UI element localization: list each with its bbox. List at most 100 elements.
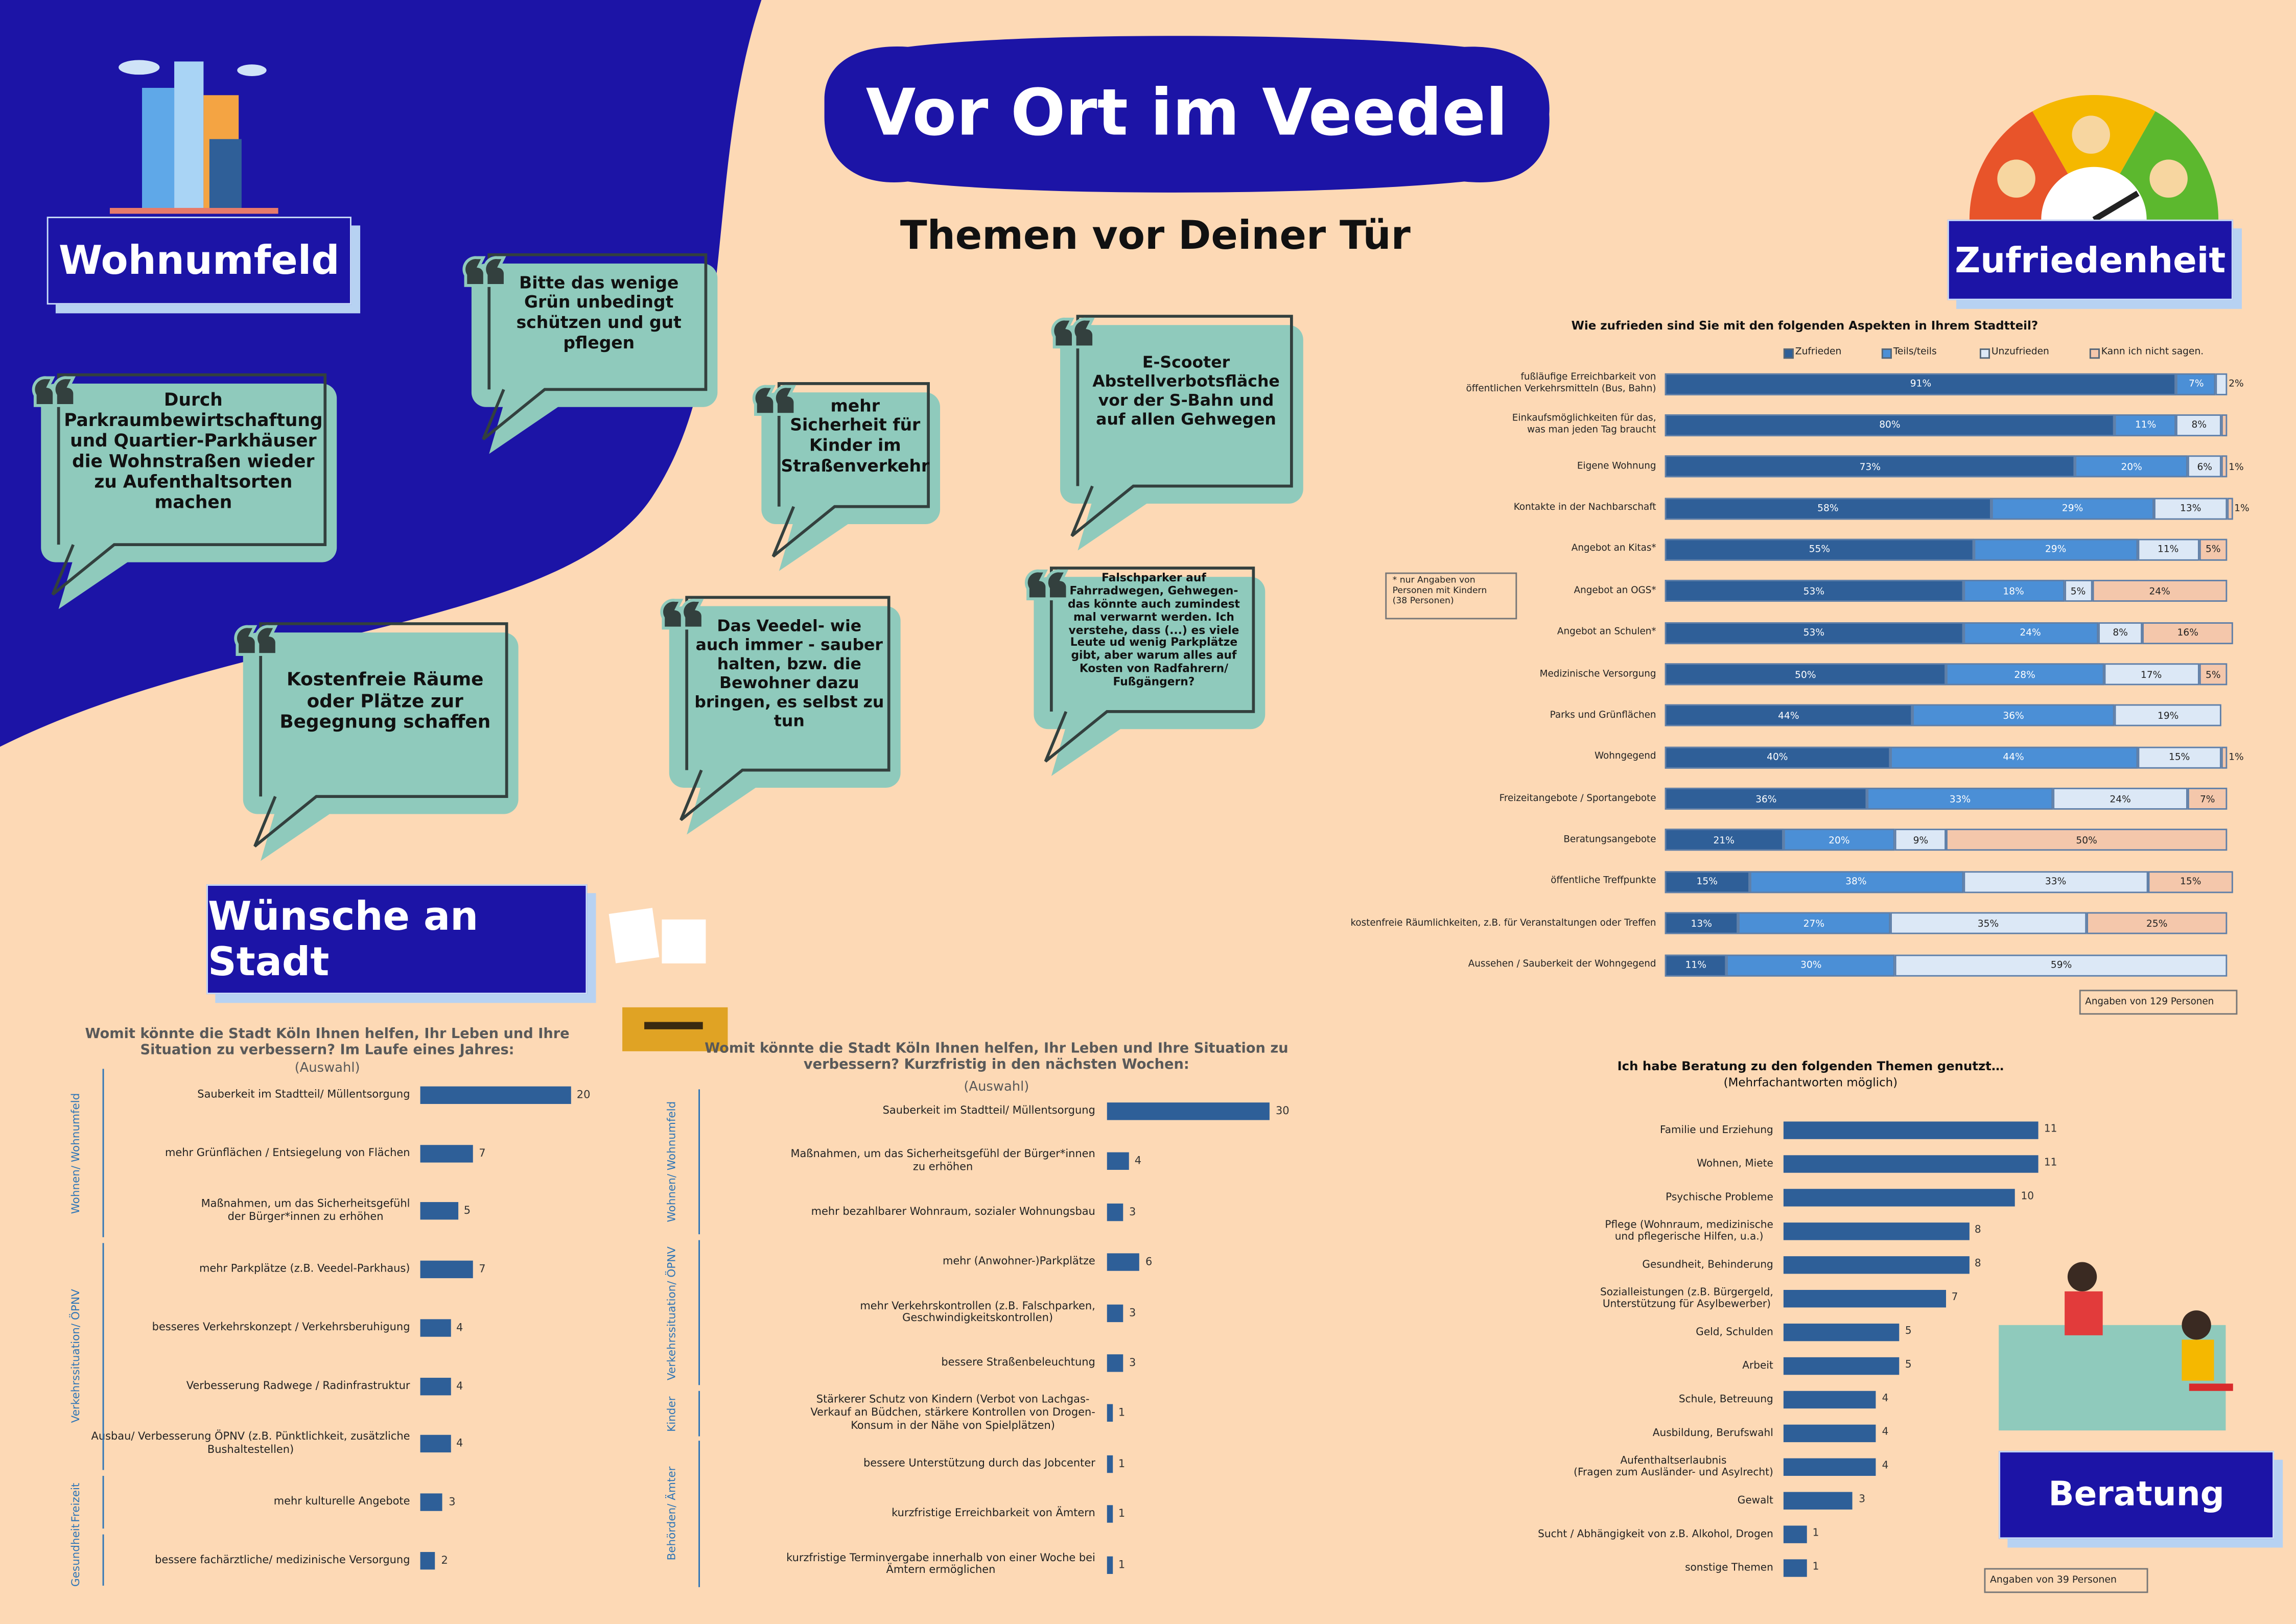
legend-swatch (2089, 348, 2100, 359)
value-label: 11 (2044, 1157, 2057, 1169)
value-label: 8% (2113, 627, 2128, 639)
group-label: Kinder (665, 1396, 678, 1431)
bar-segment (2154, 497, 2228, 520)
value-label: 1 (1118, 1456, 1126, 1470)
legend-swatch (1881, 348, 1892, 359)
annotation: * nur Angaben von Personen mit Kindern (… (1385, 572, 1517, 620)
legend-label: Kann ich nicht sagen. (2101, 345, 2204, 358)
value-label: 13% (1691, 917, 1712, 930)
chart-title: Womit könnte die Stadt Köln Ihnen helfen… (705, 1041, 1288, 1074)
chart-subtitle: (Auswahl) (294, 1061, 360, 1076)
chart-panel: Ich habe Beratung zu den folgenden Theme… (1469, 1051, 2152, 1596)
value-label: 20% (2121, 461, 2142, 473)
value-label: 30% (1800, 959, 1822, 971)
value-label: 36% (2003, 710, 2024, 722)
value-label: 40% (1767, 751, 1788, 763)
value-label: 19% (2157, 710, 2179, 722)
group-divider (102, 1476, 104, 1528)
value-label: 44% (1778, 710, 1799, 722)
legend-swatch (1979, 348, 1990, 359)
value-label: 24% (2020, 627, 2041, 639)
bar (1783, 1391, 1877, 1409)
value-label: 3 (449, 1494, 456, 1508)
bar-segment (2199, 663, 2228, 686)
value-label: 28% (2014, 668, 2035, 680)
group-label: Wohnen/ Wohnumfeld (68, 1093, 82, 1214)
value-label: 24% (2110, 793, 2131, 805)
bar (1107, 1505, 1113, 1523)
bar-segment (1665, 622, 1963, 644)
category-label: kurzfristige Terminvergabe innerhalb von… (786, 1550, 1095, 1576)
quote-text: E-Scooter Abstellverbotsfläche vor der S… (1092, 352, 1280, 429)
value-label: 7% (2188, 378, 2204, 390)
bar-segment (1665, 870, 1749, 893)
category-label: Geld, Schulden (1696, 1326, 1773, 1338)
speech-bubble (752, 382, 941, 571)
section-label: Zufriedenheit (1947, 219, 2233, 300)
bar-segment (2176, 414, 2222, 436)
value-label: 1% (2229, 751, 2244, 763)
bar (1107, 1203, 1123, 1221)
category-label: Gesundheit, Behinderung (1642, 1259, 1773, 1271)
bar (1107, 1455, 1113, 1473)
value-label: 44% (2003, 751, 2024, 763)
bar-segment (1665, 414, 2115, 436)
value-label: 50% (1795, 668, 1816, 680)
group-label: Verkehrssituation/ ÖPNV (68, 1289, 82, 1424)
section-label: Wünsche an Stadt (206, 884, 588, 995)
chart-title: Wie zufrieden sind Sie mit den folgenden… (1571, 319, 2039, 333)
category-label: Maßnahmen, um das Sicherheitsgefühl der … (790, 1147, 1095, 1173)
bar-segment (2092, 580, 2228, 602)
value-label: 1% (2229, 461, 2244, 473)
bar-segment (1665, 663, 1947, 686)
value-label: 18% (2003, 585, 2024, 597)
bar-segment (2148, 870, 2233, 893)
bar (1783, 1155, 2039, 1173)
group-divider (698, 1441, 700, 1587)
value-label: 11% (2157, 544, 2179, 556)
bar-segment (2103, 663, 2199, 686)
value-label: 5 (463, 1204, 471, 1217)
chart-panel: Wie zufrieden sind Sie mit den folgenden… (1350, 311, 2250, 1018)
category-label: Ausbau/ Verbesserung ÖPNV (z.B. Pünktlic… (91, 1429, 410, 1456)
bar-segment (1946, 829, 2228, 852)
ballot-icon (608, 908, 728, 1051)
subtitle: Themen vor Deiner Tür (900, 214, 1411, 260)
bar (1107, 1152, 1129, 1171)
value-label: 4 (456, 1378, 463, 1392)
bar-segment (2137, 746, 2222, 768)
bar (1783, 1290, 1946, 1308)
category-label: Aussehen / Sauberkeit der Wohngegend (1468, 957, 1656, 970)
category-label: Stärkerer Schutz von Kindern (Verbot von… (810, 1393, 1095, 1432)
category-label: Psychische Probleme (1666, 1191, 1773, 1204)
bar-segment (2098, 622, 2143, 644)
speech-bubble (1051, 315, 1303, 551)
value-label: 4 (1134, 1154, 1142, 1168)
category-label: Wohngegend (1595, 750, 1656, 762)
value-label: 1 (1812, 1527, 1819, 1539)
value-label: 4 (1882, 1460, 1889, 1472)
value-label: 17% (2140, 668, 2162, 680)
value-label: 1 (1118, 1507, 1126, 1520)
quote-text: Das Veedel- wie auch immer - sauber halt… (694, 616, 884, 731)
section-label: Wohnumfeld (46, 217, 352, 305)
bar-segment (1946, 663, 2104, 686)
bar-segment (1665, 704, 1912, 727)
bar (420, 1203, 458, 1220)
bar-segment (2176, 372, 2216, 395)
bar-segment (2115, 414, 2177, 436)
category-label: Parks und Grünflächen (1550, 709, 1656, 721)
bar (1783, 1559, 1807, 1577)
category-label: Sauberkeit im Stadtteil/ Müllentsorgung (197, 1087, 410, 1101)
bar (1783, 1458, 1877, 1476)
category-label: mehr bezahlbarer Wohnraum, sozialer Wohn… (811, 1204, 1095, 1217)
value-label: 13% (2180, 502, 2201, 514)
bar-segment (2221, 455, 2228, 478)
bar-segment (1665, 788, 1867, 810)
value-label: 35% (1977, 917, 1999, 930)
value-label: 4 (1882, 1426, 1889, 1438)
category-label: Sucht / Abhängigkeit von z.B. Alkohol, D… (1538, 1528, 1773, 1540)
annotation: Angaben von 129 Personen (2079, 990, 2238, 1015)
value-label: 2% (2229, 378, 2244, 390)
